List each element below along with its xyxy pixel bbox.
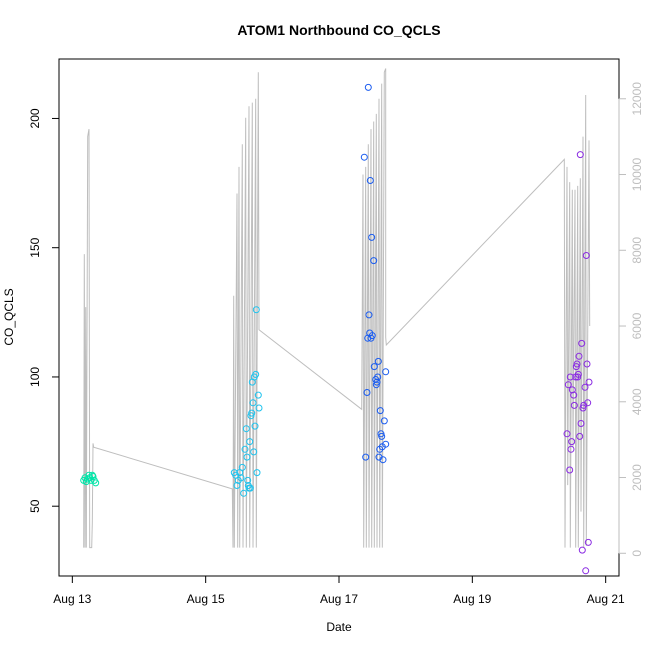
data-point [584,399,592,407]
data-point [378,432,386,440]
data-point [584,538,592,546]
data-point [246,484,254,492]
data-point [237,474,245,482]
data-point [382,440,390,448]
data-point [566,466,574,474]
data-point [563,430,571,438]
data-point [374,357,382,365]
data-point [370,257,378,265]
data-point [249,399,257,407]
data-point [246,438,254,446]
plot-frame [58,58,620,577]
data-point [577,420,585,427]
data-point [379,456,387,464]
y2-axis: 0 2000 4000 6000 8000 10000 12000 [618,82,644,557]
data-point [578,546,586,554]
data-point [255,404,263,412]
data-point [242,425,250,433]
data-point [583,360,591,368]
x-tick-label: Aug 21 [587,592,625,606]
data-point [251,422,259,430]
points-layer [80,83,593,575]
data-point [241,445,249,453]
data-point [250,448,258,456]
y2-tick-label: 12000 [630,82,644,116]
data-point [363,389,371,396]
data-point [254,391,262,399]
data-point [92,479,100,487]
y-tick-label: 150 [28,237,42,257]
data-point [376,407,384,415]
data-point [370,363,378,371]
data-point [248,409,256,417]
data-point [243,453,251,461]
data-point [382,368,390,376]
y-tick-label: 50 [28,499,42,513]
data-point [574,373,582,381]
y2-tick-label: 10000 [630,158,644,192]
data-point [366,177,374,184]
chart-title: ATOM1 Northbound CO_QCLS [237,22,440,38]
data-point [574,370,582,378]
altitude-line [83,68,591,549]
data-point [567,445,575,453]
y2-tick-label: 2000 [630,464,644,491]
data-point [373,378,381,386]
data-point [578,339,586,347]
x-tick-label: Aug 15 [187,592,225,606]
data-point [582,252,590,259]
y2-tick-label: 4000 [630,388,644,415]
data-point [360,153,368,161]
x-axis-label: Date [326,620,352,634]
y2-tick-label: 6000 [630,312,644,339]
data-point [240,489,248,497]
data-point [570,401,578,409]
data-point [362,453,370,461]
data-point [238,463,246,471]
x-axis: Aug 13 Aug 15 Aug 17 Aug 19 Aug 21 [53,575,625,606]
y2-tick-label: 8000 [630,237,644,264]
data-point [252,370,260,378]
data-point [576,432,584,440]
y2-tick-label: 0 [630,550,644,557]
data-point [582,567,590,575]
data-point [568,386,576,394]
y-tick-label: 100 [28,367,42,387]
data-point [368,332,376,340]
data-point [581,383,589,391]
x-tick-label: Aug 17 [320,592,358,606]
data-point [368,233,376,241]
y-tick-label: 200 [28,108,42,128]
data-point [252,306,260,314]
data-point [575,352,583,360]
data-point [244,476,252,484]
y-axis: 50 100 150 200 [28,108,60,513]
altitude-line-layer [83,68,591,549]
data-point [576,151,584,159]
data-point [365,311,373,319]
y-axis-label: CO_QCLS [2,288,16,345]
data-point [253,469,261,477]
data-point [564,381,572,389]
data-point [566,373,574,381]
data-point [233,482,241,489]
data-point [374,373,382,381]
data-point [364,83,372,91]
data-point [89,473,97,480]
data-point [570,391,578,399]
x-tick-label: Aug 19 [453,592,491,606]
data-point [380,417,388,425]
data-point [568,438,576,446]
data-point [585,378,593,386]
data-point [573,360,581,368]
x-tick-label: Aug 13 [53,592,91,606]
